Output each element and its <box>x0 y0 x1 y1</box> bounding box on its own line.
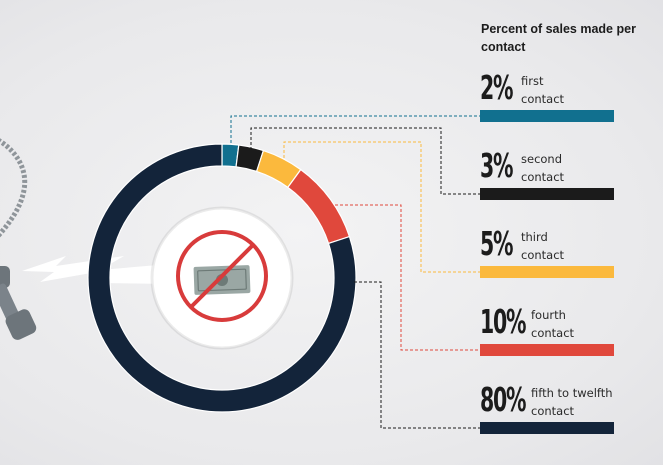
legend-entry-3: 5% third contact <box>480 224 614 284</box>
legend-label: third contact <box>521 230 565 262</box>
chart-title: Percent of sales made per contact <box>481 22 636 54</box>
legend-label: fifth to twelfth contact <box>531 386 613 418</box>
legend-entry-5: 80% fifth to twelfth contact <box>480 380 614 440</box>
legend-percent: 3% <box>480 146 514 185</box>
legend-entry-1: 2% first contact <box>480 68 614 128</box>
donut-chart <box>87 143 357 413</box>
leader-line-5 <box>354 281 480 429</box>
legend-label: first contact <box>521 74 565 106</box>
legend-color-bar <box>480 344 614 356</box>
legend-color-bar <box>480 266 614 278</box>
legend-label: fourth contact <box>531 308 575 340</box>
legend-percent: 5% <box>480 224 514 263</box>
leader-line-4 <box>330 204 480 351</box>
telephone-receiver-icon <box>0 138 37 340</box>
leader-line-3 <box>283 141 480 273</box>
legend-percent: 80% <box>480 380 527 419</box>
leader-line-1 <box>230 115 480 148</box>
leader-lines <box>230 115 480 429</box>
legend-percent: 10% <box>480 302 527 341</box>
legend-color-bar <box>480 188 614 200</box>
legend-entry-4: 10% fourth contact <box>480 302 614 362</box>
legend-color-bar <box>480 110 614 122</box>
legend-percent: 2% <box>480 68 514 107</box>
legend-color-bar <box>480 422 614 434</box>
leader-line-2 <box>250 127 480 195</box>
no-money-icon <box>176 230 268 322</box>
legend-entry-2: 3% second contact <box>480 146 614 206</box>
legend-label: second contact <box>521 152 565 184</box>
donut-slice-5 <box>87 143 357 413</box>
donut-slice-4 <box>286 168 351 245</box>
